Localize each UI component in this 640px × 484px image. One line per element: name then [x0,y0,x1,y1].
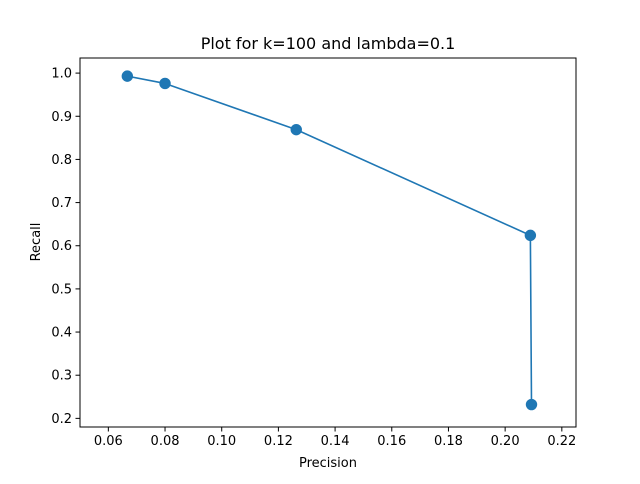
data-point [121,70,134,82]
x-tick-label: 0.16 [377,434,406,449]
x-tick-label: 0.18 [434,434,463,449]
axes-frame [79,57,577,428]
y-tick-label: 0.7 [51,196,72,211]
x-tick-label: 0.12 [264,434,293,449]
y-tick-label: 0.4 [51,326,72,341]
x-tick-label: 0.06 [94,434,123,449]
y-tick-label: 0.3 [51,369,72,384]
plot-area: 0.06 0.08 0.10 0.12 0.14 0.16 0.18 0.20 0.22 0.2 0… [51,57,577,449]
y-tick-label: 0.6 [51,239,72,254]
data-point [159,77,171,90]
y-tick-label: 1.0 [51,67,72,82]
data-point [524,229,537,242]
x-tick-label: 0.10 [207,434,236,449]
y-tick-label: 0.5 [51,282,72,297]
x-tick-label: 0.20 [491,434,520,449]
data-point [290,123,302,136]
y-tick-label: 0.8 [51,153,72,168]
data-point [525,398,538,411]
x-tick-label: 0.14 [321,434,350,449]
x-axis-label: Precision [299,456,357,471]
x-tick-label: 0.22 [547,434,576,449]
x-tick-label: 0.08 [151,434,180,449]
y-tick-label: 0.9 [51,110,72,125]
y-axis-label: Recall [29,223,44,262]
y-tick-label: 0.2 [51,412,72,427]
chart-title: Plot for k=100 and lambda=0.1 [201,34,456,53]
